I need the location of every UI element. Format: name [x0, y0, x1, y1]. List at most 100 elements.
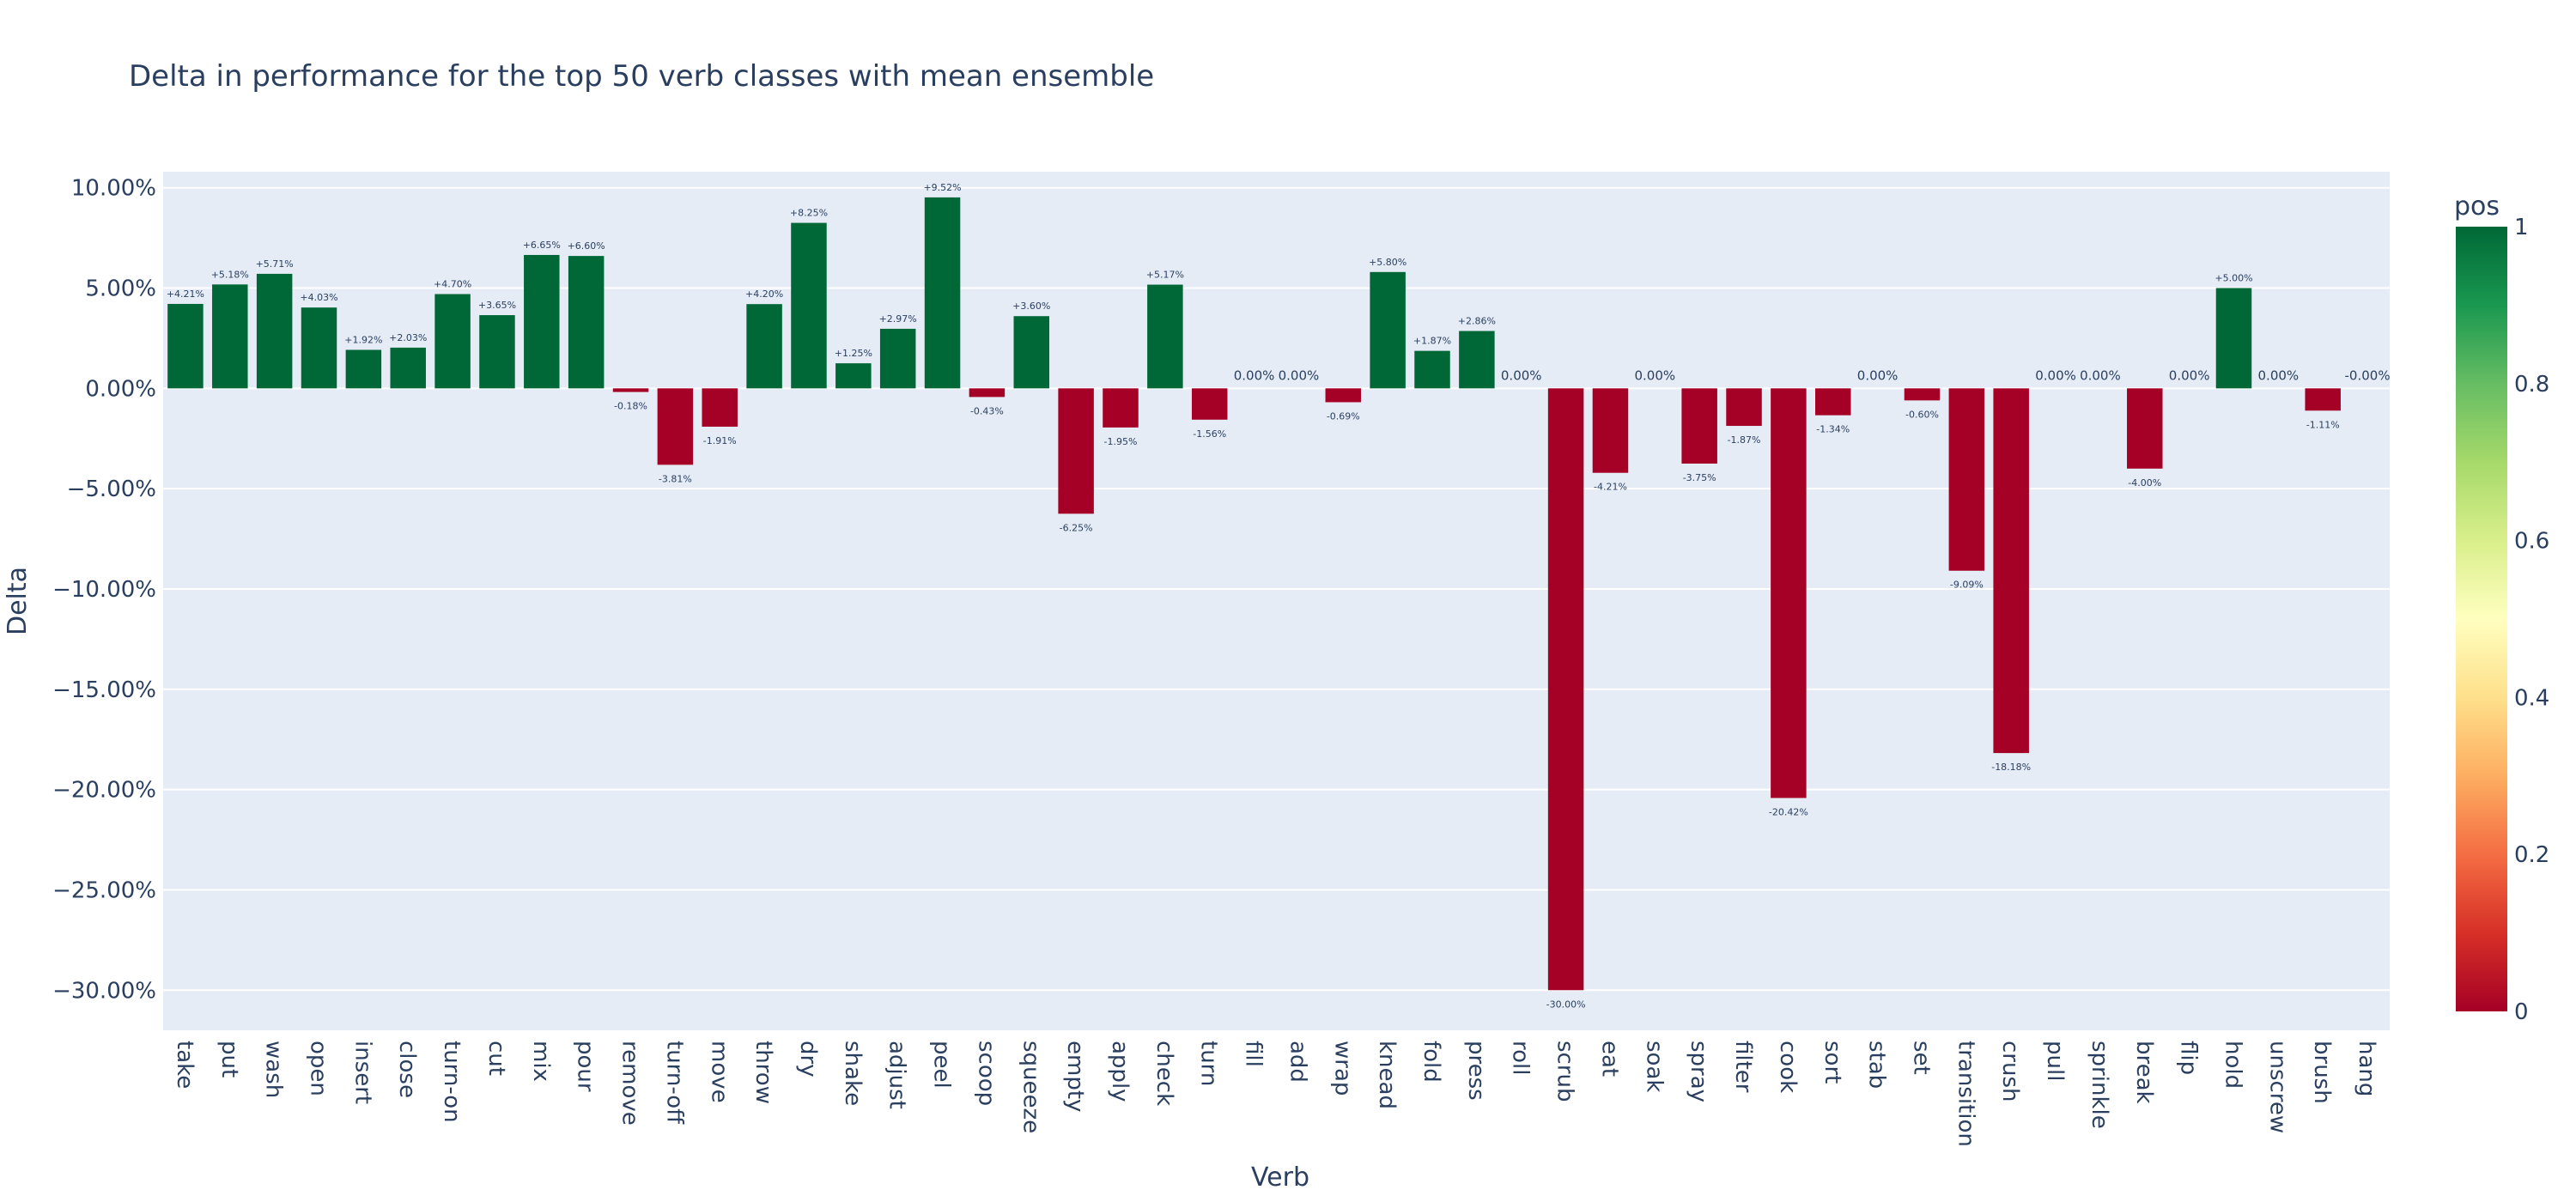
x-tick-label: remove: [617, 1041, 643, 1126]
x-tick-label: spray: [1686, 1041, 1711, 1102]
x-tick-label: filter: [1730, 1041, 1756, 1093]
bar-value-label: 0.00%: [2169, 367, 2210, 383]
bar-value-label: +5.18%: [211, 269, 249, 280]
x-tick-label: stab: [1864, 1041, 1890, 1089]
x-tick-label: turn-off: [661, 1041, 687, 1125]
x-tick-label: flip: [2176, 1041, 2202, 1075]
bar-apply: [1103, 388, 1139, 428]
colorbar-tick-label: 1: [2514, 215, 2529, 240]
bar-peel: [924, 197, 961, 389]
bar-value-label: 0.00%: [2258, 367, 2300, 383]
chart-title: Delta in performance for the top 50 verb…: [129, 59, 1154, 94]
x-tick-label: unscrew: [2264, 1041, 2290, 1133]
x-tick-label: transition: [1953, 1041, 1978, 1147]
x-tick-label: open: [306, 1041, 331, 1096]
bar-value-label: -0.43%: [970, 405, 1004, 416]
bar-spray: [1681, 388, 1717, 464]
bar-mix: [524, 254, 560, 389]
y-axis-title: Delta: [3, 567, 33, 635]
bar-turn-off: [657, 388, 694, 465]
x-tick-label: squeeze: [1018, 1041, 1043, 1133]
bar-value-label: -4.00%: [2128, 477, 2161, 489]
bar-fold: [1414, 350, 1450, 389]
x-tick-label: break: [2131, 1041, 2157, 1104]
bar-value-label: +1.92%: [344, 334, 382, 345]
y-tick-label: 5.00%: [85, 276, 156, 302]
bar-value-label: 0.00%: [2035, 367, 2076, 383]
bar-value-label: +4.03%: [300, 292, 337, 303]
x-tick-label: hang: [2354, 1041, 2379, 1096]
colorbar-tick-label: 0.4: [2514, 685, 2549, 711]
x-tick-label: eat: [1596, 1041, 1622, 1077]
colorbar: [2456, 227, 2507, 1011]
bar-value-label: +3.65%: [478, 300, 516, 311]
bar-crush: [1993, 388, 2029, 754]
bar-value-label: +4.70%: [434, 279, 471, 290]
bar-empty: [1058, 388, 1094, 514]
bar-turn: [1191, 388, 1228, 420]
bar-value-label: -0.60%: [1905, 409, 1939, 420]
bar-value-label: 0.00%: [2080, 367, 2121, 383]
x-tick-label: pull: [2042, 1041, 2068, 1081]
bar-value-label: 0.00%: [1501, 367, 1542, 383]
bar-insert: [345, 349, 382, 389]
bar-value-label: 0.00%: [1634, 367, 1675, 383]
colorbar-tick-label: 0.2: [2514, 842, 2549, 868]
bar-value-label: -1.95%: [1104, 436, 1138, 447]
bar-value-label: +3.60%: [1012, 300, 1050, 312]
bar-dry: [791, 222, 827, 389]
bar-value-label: +6.65%: [523, 240, 561, 251]
bar-value-label: +5.71%: [256, 258, 294, 270]
bar-value-label: -20.42%: [1769, 806, 1808, 817]
bar-scoop: [969, 388, 1005, 398]
x-tick-label: empty: [1062, 1041, 1088, 1112]
bar-open: [301, 307, 337, 389]
bar-adjust: [879, 328, 916, 389]
y-tick-label: 0.00%: [85, 376, 156, 402]
colorbar-title: pos: [2454, 191, 2500, 222]
bar-check: [1147, 284, 1183, 389]
x-tick-label: insert: [349, 1041, 375, 1104]
bar-throw: [746, 304, 782, 389]
x-tick-label: apply: [1107, 1041, 1133, 1102]
y-tick-label: −15.00%: [52, 677, 156, 703]
x-tick-label: add: [1285, 1041, 1310, 1083]
bar-transition: [1948, 388, 1985, 571]
bar-value-label: -4.21%: [1594, 482, 1627, 493]
x-tick-label: set: [1908, 1041, 1934, 1075]
bar-value-label: -1.34%: [1816, 424, 1850, 435]
bar-remove: [612, 388, 649, 392]
bar-set: [1904, 388, 1941, 401]
bar-break: [2127, 388, 2163, 469]
bar-value-label: 0.00%: [1234, 367, 1275, 383]
bar-value-label: +8.25%: [790, 208, 828, 219]
bar-value-label: -3.81%: [659, 473, 692, 484]
bar-value-label: +1.25%: [835, 348, 872, 359]
bar-value-label: -1.11%: [2306, 419, 2340, 430]
bar-wrap: [1325, 388, 1362, 403]
bar-value-label: -0.00%: [2345, 367, 2391, 383]
x-tick-label: scrub: [1552, 1041, 1578, 1102]
x-tick-label: fill: [1241, 1041, 1267, 1067]
bar-value-label: -3.75%: [1683, 472, 1716, 483]
bar-value-label: +5.17%: [1146, 270, 1184, 281]
x-tick-label: adjust: [884, 1041, 910, 1109]
x-tick-label: peel: [929, 1041, 955, 1089]
x-tick-label: crush: [1997, 1041, 2023, 1102]
x-tick-label: scoop: [973, 1041, 999, 1106]
x-tick-label: shake: [840, 1041, 866, 1106]
bar-press: [1459, 331, 1495, 389]
x-tick-label: close: [394, 1041, 420, 1098]
bar-value-label: 0.00%: [1279, 367, 1320, 383]
bar-value-label: +4.20%: [745, 288, 783, 300]
x-tick-label: mix: [528, 1041, 554, 1082]
bar-value-label: +2.03%: [389, 332, 427, 343]
x-tick-label: hold: [2220, 1041, 2245, 1089]
bar-sort: [1815, 388, 1851, 416]
x-tick-label: fold: [1419, 1041, 1444, 1083]
x-tick-label: take: [172, 1041, 197, 1089]
bars: [167, 197, 2341, 991]
x-tick-label: sprinkle: [2087, 1041, 2112, 1129]
x-tick-label: move: [706, 1041, 732, 1103]
